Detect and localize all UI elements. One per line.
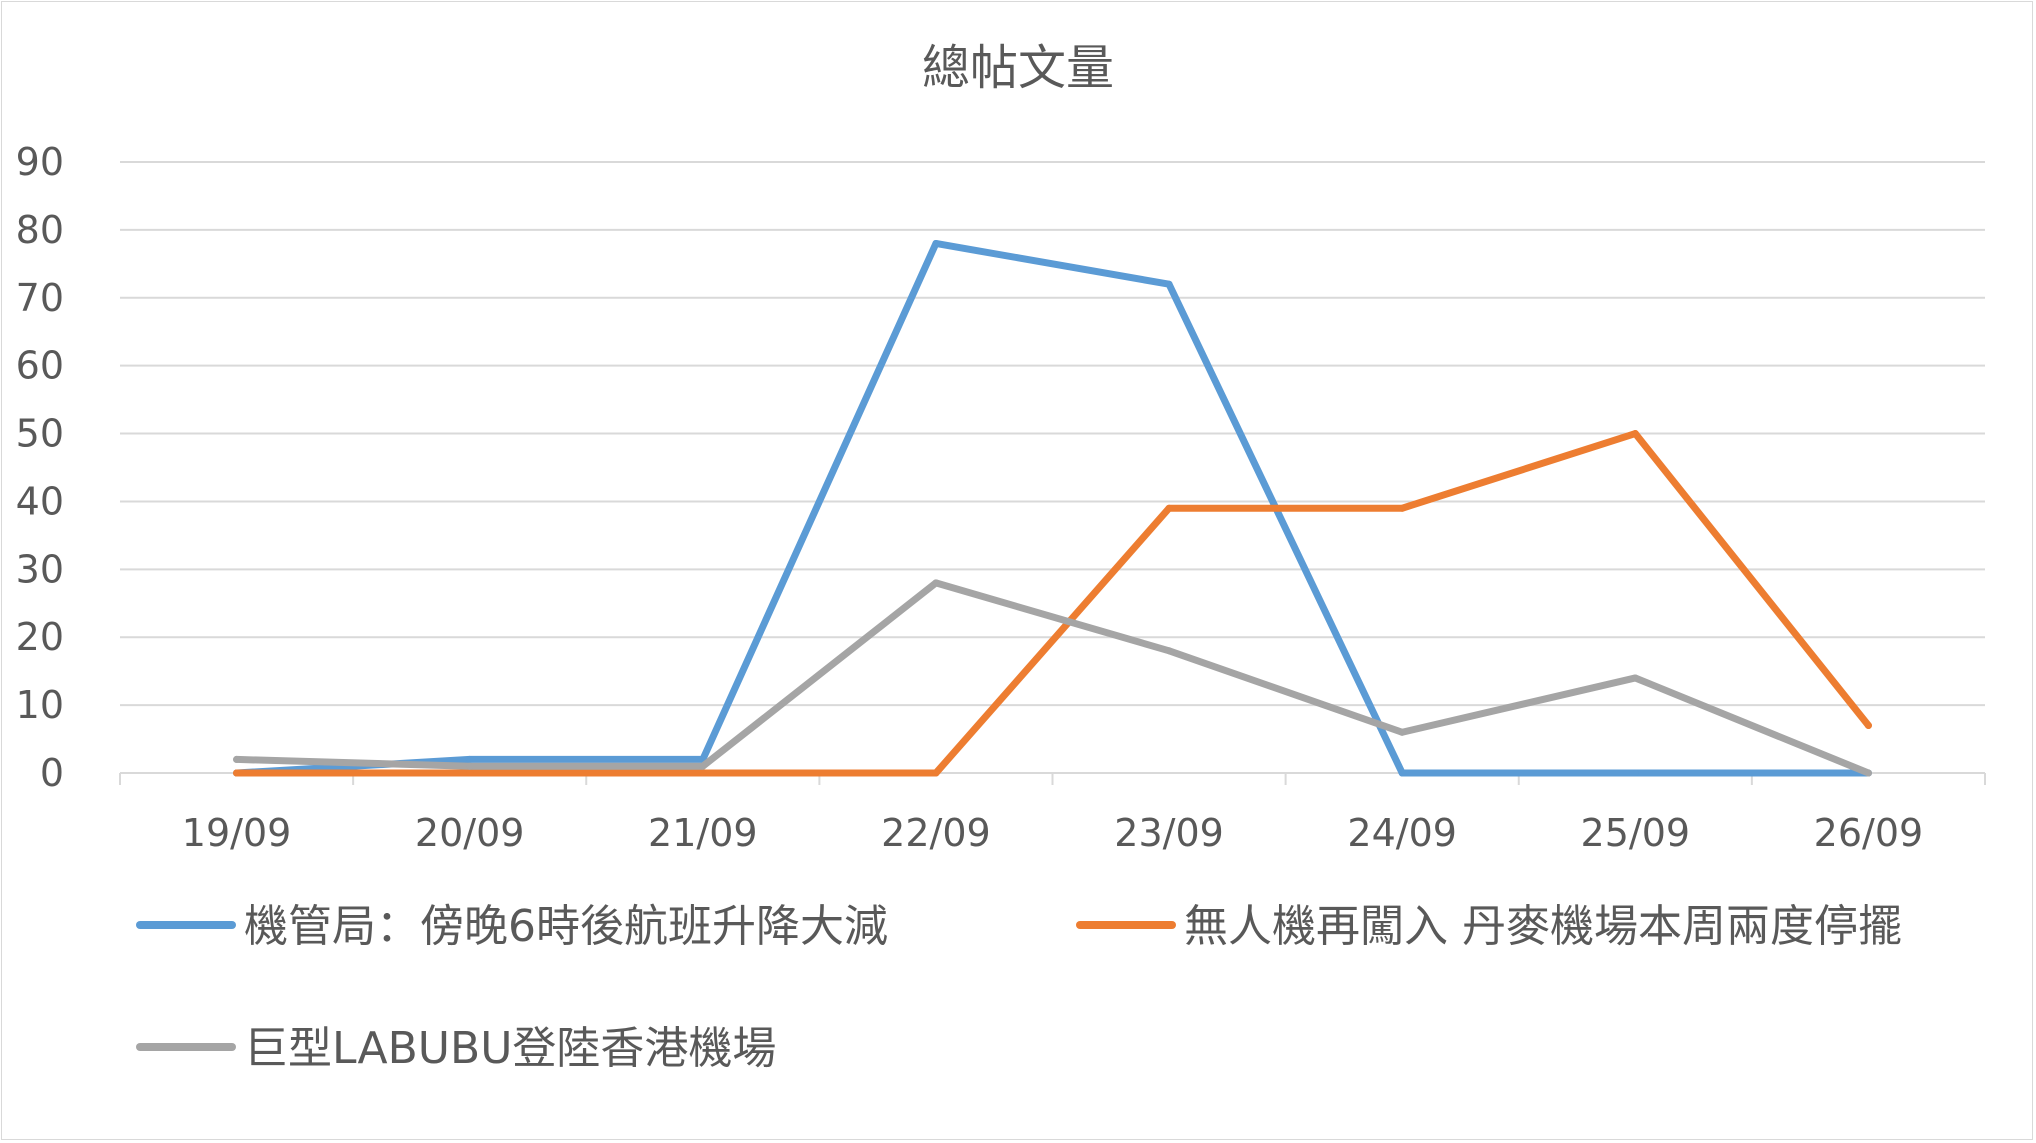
x-axis: 19/09 20/09 21/09 22/09 23/09 24/09 25/09 26/09 — [119, 772, 1986, 855]
data-point — [932, 239, 940, 247]
legend-entry: 巨型LABUBU登陸香港機場 — [136, 1023, 776, 1074]
data-point — [466, 769, 474, 777]
y-tick-label: 10 — [16, 683, 64, 727]
x-tick-label: 21/09 — [648, 811, 758, 855]
data-point — [1398, 728, 1406, 736]
gridlines — [120, 161, 1985, 707]
data-point — [1165, 647, 1173, 655]
series-line — [233, 239, 1872, 777]
data-point — [932, 579, 940, 587]
y-tick-label: 90 — [16, 140, 64, 184]
data-point — [1631, 430, 1639, 438]
data-point — [699, 762, 707, 770]
y-tick-label: 0 — [40, 751, 64, 795]
y-tick-label: 70 — [16, 276, 64, 320]
data-point — [932, 769, 940, 777]
data-point — [1165, 280, 1173, 288]
y-tick-label: 20 — [16, 615, 64, 659]
x-tick-label: 23/09 — [1114, 811, 1224, 855]
legend-entry: 無人機再闖入 丹麥機場本周兩度停擺 — [1076, 901, 1902, 952]
chart-title: 總帖文量 — [922, 40, 1114, 96]
data-point — [1631, 769, 1639, 777]
y-tick-label: 40 — [16, 479, 64, 523]
data-point — [1398, 504, 1406, 512]
series-line — [233, 579, 1872, 777]
legend-label: 機管局：傍晚6時後航班升降大減 — [244, 901, 888, 952]
x-tick-label: 20/09 — [415, 811, 525, 855]
x-tick-label: 26/09 — [1814, 811, 1924, 855]
data-point — [1165, 504, 1173, 512]
data-point — [1864, 769, 1872, 777]
x-tick-label: 19/09 — [182, 811, 292, 855]
legend-label: 巨型LABUBU登陸香港機場 — [244, 1023, 776, 1074]
data-point — [1398, 769, 1406, 777]
x-tick-label: 22/09 — [881, 811, 991, 855]
data-point — [1631, 674, 1639, 682]
y-tick-label: 80 — [16, 208, 64, 252]
legend-entry: 機管局：傍晚6時後航班升降大減 — [136, 901, 888, 952]
legend-label: 無人機再闖入 丹麥機場本周兩度停擺 — [1184, 901, 1902, 952]
data-point — [466, 755, 474, 763]
series-layer — [233, 239, 1872, 777]
data-point — [1864, 721, 1872, 729]
y-axis: 0 10 20 30 40 50 60 70 80 90 — [16, 140, 64, 795]
series-line — [233, 430, 1872, 777]
y-tick-label: 60 — [16, 344, 64, 388]
legend: 機管局：傍晚6時後航班升降大減 無人機再闖入 丹麥機場本周兩度停擺巨型LABUBU… — [136, 901, 1902, 1074]
data-point — [233, 755, 241, 763]
x-tick-label: 25/09 — [1581, 811, 1691, 855]
data-point — [699, 769, 707, 777]
y-tick-label: 30 — [16, 547, 64, 591]
data-point — [466, 762, 474, 770]
y-tick-label: 50 — [16, 412, 64, 456]
data-point — [233, 769, 241, 777]
x-tick-label: 24/09 — [1347, 811, 1457, 855]
